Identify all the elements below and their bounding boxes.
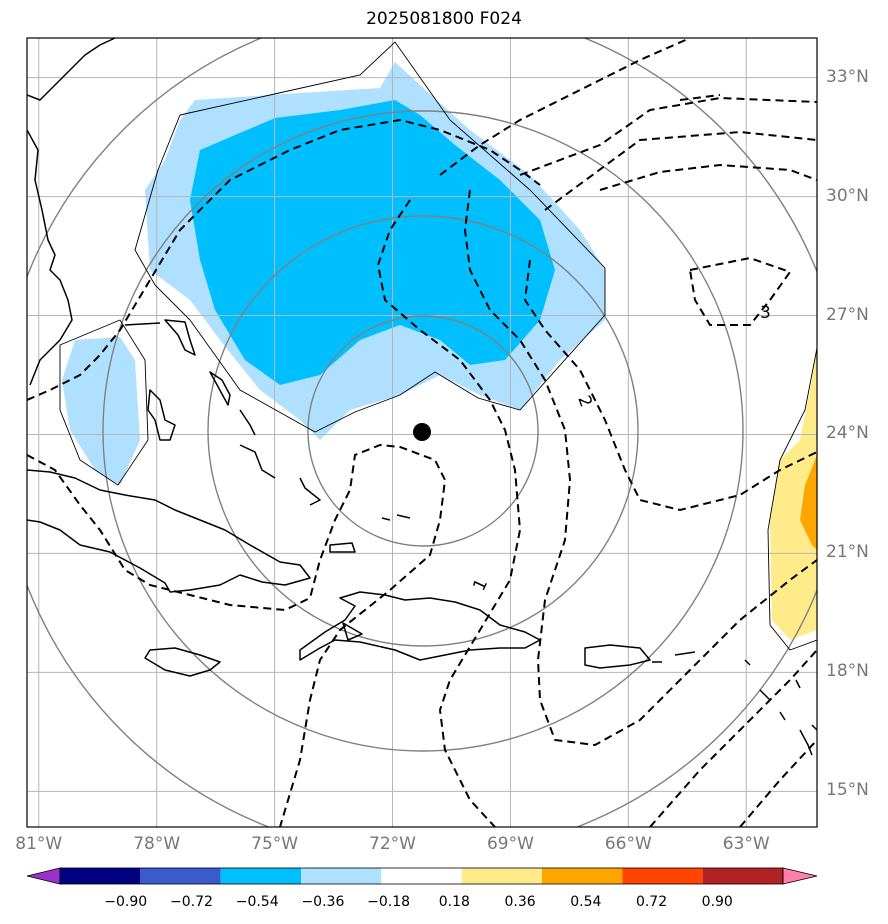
lon-tick-label: 72°W [369,834,416,854]
coast-us-east [27,129,73,386]
coast-hispaniola [299,591,541,661]
colorbar-tick-label: −0.90 [104,894,148,910]
coast-abaco [164,319,196,356]
contour-east-low [649,94,817,827]
contour-1-west [27,443,447,827]
blue-region-north [190,100,555,385]
coast-cuba [27,469,311,593]
colorbar-cell [220,868,301,884]
colorbar-tick-label: 0.54 [570,894,602,910]
coast-lesser-antilles [744,659,817,756]
lon-tick-label: 75°W [251,834,299,854]
colorbar-cell [140,868,221,884]
colorbar-outline [59,867,784,885]
coast-great-inagua [342,622,363,641]
colorbar-tick-label: −0.72 [170,894,213,910]
storm-center-marker [413,423,431,441]
map-frame [26,37,818,828]
lat-tick-label: 24°N [826,423,869,444]
contour-2 [439,38,817,747]
lon-tick-label: 81°W [15,834,63,854]
lon-tick-label: 63°W [722,834,770,854]
coast-turks [381,514,411,521]
colorbar-cell [542,868,623,884]
lat-tick-label: 30°N [826,185,869,206]
coast-bahama-isl [124,322,161,326]
contour-1-inner [376,199,522,827]
region-outlines [59,41,817,651]
lon-tick-label: 66°W [604,834,652,854]
coastlines [27,38,817,756]
contour-1-east [27,118,541,401]
colorbar-cell [622,868,703,884]
colorbar-tick-label: −0.36 [301,894,345,910]
colorbar-tick-label: 0.90 [701,894,733,910]
lon-tick-label: 78°W [133,834,181,854]
lat-tick-label: 15°N [826,780,869,801]
colorbar-cell [60,868,141,884]
coast-us-north [27,38,116,101]
coast-puerto-rico [584,644,651,669]
lat-tick-label: 18°N [826,661,869,682]
colorbar-tick-label: −0.18 [367,894,411,910]
contour-label-2: 2 [573,393,595,410]
colorbar-tick-label: 0.72 [635,894,668,910]
lat-tick-label: 33°N [826,66,869,87]
lat-tick-label: 21°N [826,542,869,563]
lat-tick-label: 27°N [826,304,869,325]
coast-virgin-isl [652,651,696,663]
contour-label-1: 1 [469,576,492,594]
orange-region-east [800,455,817,550]
colorbar-cell [381,868,462,884]
colorbar-cell [301,868,382,884]
range-rings [27,38,817,827]
figure-title: 2025081800 F024 [366,9,522,29]
coast-bahamas-chain [239,409,356,553]
colorbar-tick-label: −0.54 [235,894,279,910]
coast-andros [147,389,176,441]
colorbar-tick-label: 0.18 [438,894,470,910]
colorbar-extend-low [26,867,61,885]
colorbar-cell [702,868,783,884]
colorbar [26,867,818,885]
dashed-contours [27,38,817,827]
colorbar-cell [461,868,542,884]
contour-label-3: 3 [760,303,771,323]
contour-3 [519,96,817,512]
colorbar-extend-high [782,867,818,885]
coast-jamaica [144,647,221,677]
lon-tick-label: 69°W [486,834,534,854]
light-blue-region-west [62,337,140,485]
colorbar-tick-label: 0.36 [504,894,536,910]
coast-eleuthera [209,371,231,406]
